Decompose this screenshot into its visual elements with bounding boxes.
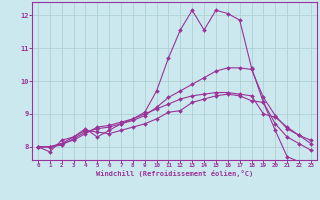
X-axis label: Windchill (Refroidissement éolien,°C): Windchill (Refroidissement éolien,°C) xyxy=(96,170,253,177)
